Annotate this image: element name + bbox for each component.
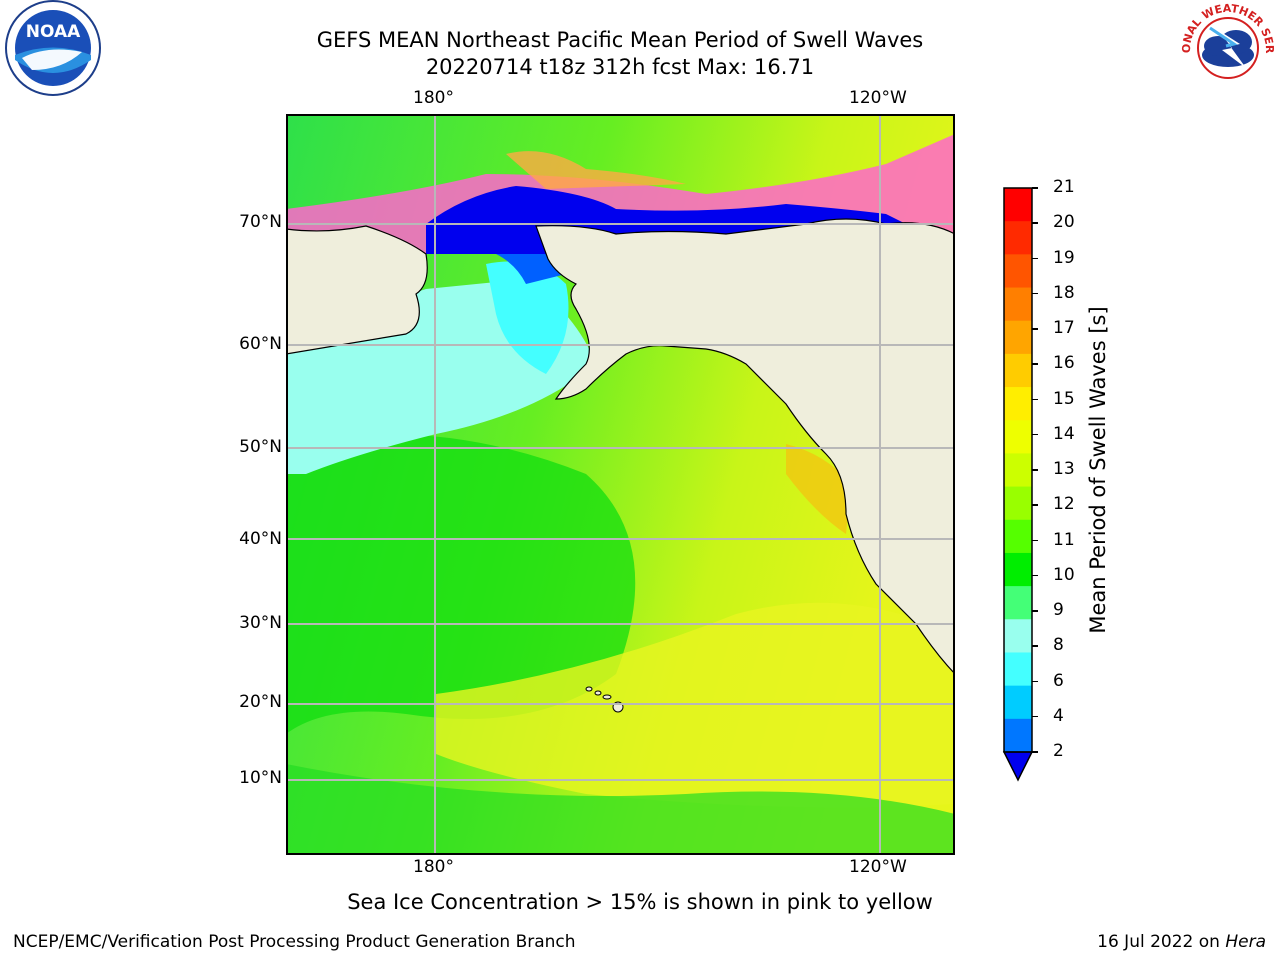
colorbar-band	[1004, 619, 1032, 653]
colorbar-tick-label: 17	[1053, 318, 1075, 338]
colorbar-tick-mark	[1032, 328, 1038, 330]
colorbar-band	[1004, 453, 1032, 488]
colorbar-band	[1004, 685, 1032, 720]
colorbar-band	[1004, 586, 1032, 620]
swell-period-map	[286, 114, 955, 855]
lon-label-top-180: 180°	[413, 88, 454, 108]
colorbar-tick-mark	[1032, 363, 1038, 365]
colorbar-tick-mark	[1032, 292, 1038, 295]
colorbar-tick-label: 18	[1053, 282, 1075, 303]
land-siberia	[286, 225, 428, 355]
lat-label-30n: 30°N	[239, 613, 282, 633]
colorbar-band	[1004, 221, 1032, 255]
colorbar-tick-mark	[1032, 574, 1038, 577]
lat-label-10n: 10°N	[239, 768, 282, 788]
footer-host: Hera	[1225, 932, 1266, 952]
colorbar-tick-mark	[1032, 469, 1038, 471]
lat-label-20n: 20°N	[239, 692, 282, 712]
colorbar-tick-label: 9	[1053, 600, 1064, 620]
colorbar-tick-mark	[1032, 222, 1038, 224]
footer-branch: NCEP/EMC/Verification Post Processing Pr…	[13, 932, 576, 952]
colorbar-tick-label: 6	[1053, 670, 1064, 691]
footer-date-text: 16 Jul 2022 on	[1097, 932, 1226, 952]
colorbar-title: Mean Period of Swell Waves [s]	[1086, 306, 1110, 634]
colorbar-tick-mark	[1032, 645, 1038, 647]
colorbar	[1002, 187, 1034, 782]
swell-zone-tropical	[436, 602, 955, 808]
colorbar-tick-label: 13	[1053, 459, 1075, 479]
lon-label-bottom-180: 180°	[413, 857, 454, 877]
chart-subtitle: 20220714 t18z 312h fcst Max: 16.71	[425, 55, 815, 79]
lat-label-70n: 70°N	[239, 212, 282, 232]
colorbar-tick-label: 11	[1053, 529, 1075, 550]
colorbar-tick-label: 15	[1053, 388, 1075, 409]
colorbar-tick-mark	[1032, 751, 1038, 753]
noaa-logo-text: NOAA	[26, 22, 81, 42]
lon-label-top-120w: 120°W	[849, 88, 907, 108]
swell-zone-south	[286, 764, 955, 855]
colorbar-band	[1004, 652, 1032, 687]
lat-label-60n: 60°N	[239, 334, 282, 354]
noaa-logo: NOAA	[5, 0, 101, 96]
colorbar-tick-label: 10	[1053, 564, 1075, 585]
colorbar-tick-label: 16	[1053, 353, 1075, 374]
chart-title: GEFS MEAN Northeast Pacific Mean Period …	[316, 28, 924, 52]
colorbar-extend-arrow	[1002, 751, 1034, 782]
colorbar-tick-mark	[1032, 610, 1038, 612]
colorbar-band	[1004, 718, 1032, 753]
swell-zone-west	[286, 434, 636, 734]
colorbar-tick-label: 2	[1053, 741, 1064, 761]
colorbar-tick-label: 20	[1053, 212, 1075, 233]
colorbar-band	[1004, 353, 1032, 388]
colorbar-band	[1004, 552, 1032, 587]
colorbar-tick-mark	[1032, 680, 1038, 682]
colorbar-tick-label: 4	[1053, 705, 1064, 726]
footer-date: 16 Jul 2022 on Hera	[1097, 932, 1266, 952]
colorbar-band	[1004, 420, 1032, 454]
colorbar-band	[1004, 519, 1032, 554]
colorbar-tick-mark	[1032, 187, 1038, 189]
national-weather-service-logo: NATIONAL WEATHER SERVICE	[1178, 0, 1276, 94]
colorbar-tick-label: 12	[1053, 494, 1075, 515]
colorbar-band	[1004, 188, 1032, 222]
colorbar-tick-label: 21	[1053, 177, 1075, 197]
colorbar-band	[1004, 254, 1032, 289]
colorbar-tick-mark	[1032, 715, 1038, 718]
colorbar-band	[1004, 287, 1032, 322]
map-frame	[286, 114, 955, 855]
colorbar-tick-mark	[1032, 257, 1038, 259]
colorbar-band	[1004, 320, 1032, 355]
sea-ice-note: Sea Ice Concentration > 15% is shown in …	[347, 890, 933, 914]
colorbar-tick-mark	[1032, 398, 1038, 400]
colorbar-tick-mark	[1032, 504, 1038, 506]
colorbar-band	[1004, 486, 1032, 521]
colorbar-tick-label: 14	[1053, 423, 1075, 444]
lat-label-40n: 40°N	[239, 529, 282, 549]
colorbar-tick-mark	[1032, 539, 1038, 541]
colorbar-band	[1004, 387, 1032, 421]
colorbar-tick-label: 19	[1053, 247, 1075, 268]
lat-label-50n: 50°N	[239, 437, 282, 457]
arctic-zone-orange	[506, 151, 686, 189]
graticule	[286, 114, 955, 855]
colorbar-tick-label: 8	[1053, 635, 1064, 656]
lon-label-bottom-120w: 120°W	[849, 857, 907, 877]
swell-zone-coast	[786, 444, 851, 534]
colorbar-tick-mark	[1032, 433, 1038, 436]
